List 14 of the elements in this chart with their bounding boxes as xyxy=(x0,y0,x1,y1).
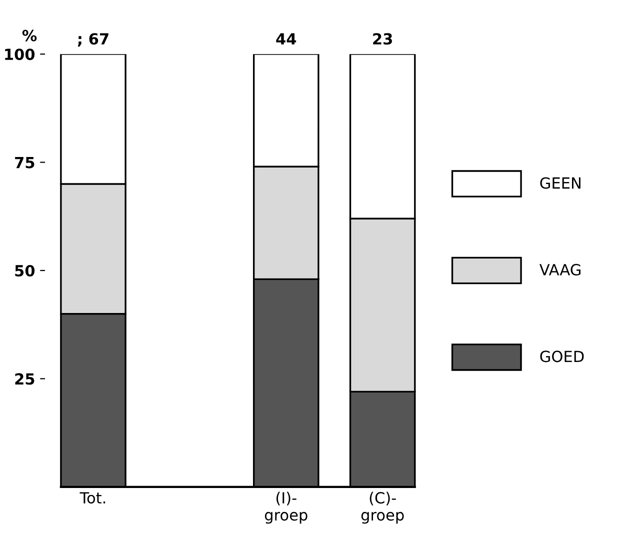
y-tick-label: 25 xyxy=(15,373,34,385)
legend-label: VAAG xyxy=(539,264,580,276)
y-tick-label: 50 xyxy=(15,264,35,277)
y-tick-label: 75 xyxy=(15,156,34,168)
annotation: ; 67 xyxy=(78,33,108,47)
annotation: 23 xyxy=(373,33,392,45)
y-axis-title: % xyxy=(22,30,37,42)
annotation: 44 xyxy=(276,33,296,44)
x-tick-label: (I)- groep xyxy=(264,492,308,524)
legend-label: GOED xyxy=(540,350,584,362)
y-tick-label: 100 xyxy=(5,48,35,60)
legend-label: GEEN xyxy=(540,177,580,189)
x-tick-label: Tot. xyxy=(80,492,106,504)
x-tick-label: (C)- groep xyxy=(361,492,404,524)
